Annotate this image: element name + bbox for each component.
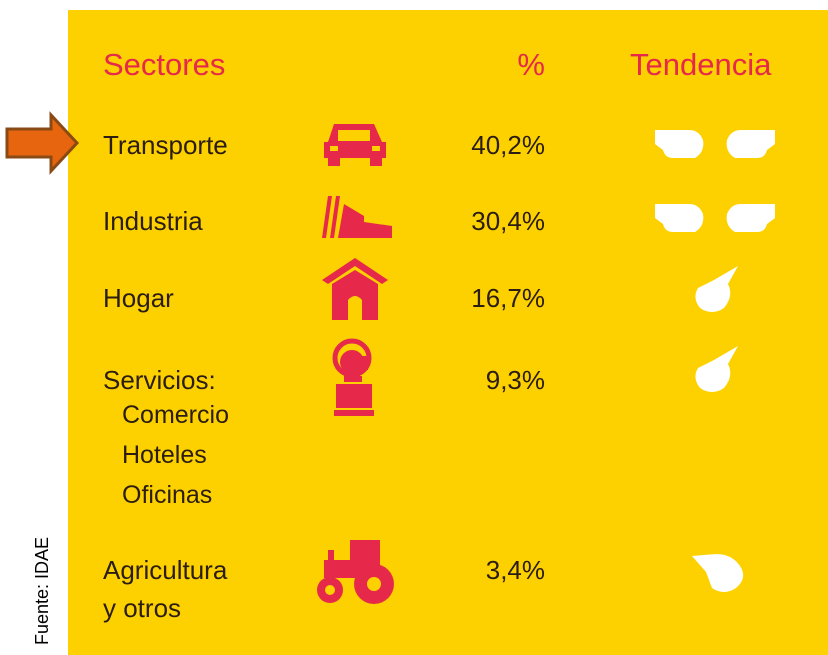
percent: 3,4% (485, 555, 545, 585)
trend-stable-icon (655, 204, 775, 232)
sub-sector: Oficinas (122, 481, 213, 509)
header-percent: % (517, 47, 545, 82)
percent: 30,4% (471, 206, 545, 236)
panel (68, 10, 828, 655)
trend-stable-icon (655, 130, 775, 158)
source: Fuente: IDAE (32, 536, 52, 645)
factory-icon (322, 196, 392, 238)
percent: 9,3% (485, 365, 545, 395)
services-icon (332, 338, 374, 416)
house-icon (322, 258, 388, 320)
sector: Agricultura (103, 555, 228, 585)
percent: 16,7% (471, 283, 545, 313)
percent: 40,2% (471, 130, 545, 160)
sector: y otros (103, 593, 182, 623)
car-icon (324, 124, 386, 166)
header-trend: Tendencia (630, 47, 772, 82)
sector: Servicios: (103, 365, 216, 395)
tractor-icon (317, 540, 394, 604)
trend-down-icon (695, 346, 738, 392)
sector: Industria (103, 206, 203, 236)
trend-down-icon (695, 266, 738, 312)
trend-up-icon (692, 554, 744, 592)
sector: Hogar (103, 283, 174, 313)
header-sector: Sectores (103, 47, 226, 82)
sub-sector: Comercio (122, 401, 229, 429)
sub-sector: Hoteles (122, 441, 207, 469)
sector: Transporte (103, 130, 228, 160)
pointer-arrow (5, 111, 80, 175)
